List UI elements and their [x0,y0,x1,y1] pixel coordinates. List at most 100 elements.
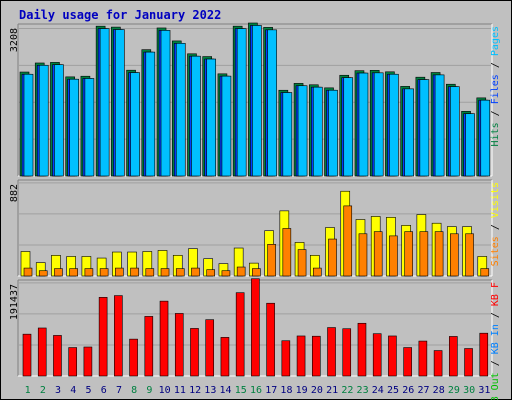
legend-item-top: / [490,62,501,74]
bar-pages-28 [434,74,445,177]
day-label-16: 16 [250,385,262,396]
bar-pages-31 [480,99,491,177]
bar-sites-18 [282,228,292,277]
bar-pages-14 [221,75,232,177]
day-label-18: 18 [280,385,292,396]
bar-kbf-30 [464,348,473,377]
bar-kbf-28 [433,350,443,377]
bar-sites-11 [175,268,185,277]
bar-kbf-23 [357,322,367,377]
bar-kbf-25 [388,335,397,377]
bar-kbf-3 [53,335,62,377]
legend-item-bottom: KB F [490,282,501,312]
bar-sites-5 [84,268,94,277]
bar-sites-2 [38,270,48,277]
day-label-29: 29 [448,385,460,396]
bar-kbf-19 [296,335,306,377]
day-label-4: 4 [70,385,76,396]
legend-middle: Sites / Visits [490,182,501,266]
bar-sites-16 [252,268,261,277]
bar-kbf-5 [83,346,93,377]
bar-sites-1 [23,267,33,277]
bar-pages-22 [343,77,354,177]
bar-pages-11 [175,43,186,177]
day-label-21: 21 [326,385,338,396]
bar-pages-12 [191,55,201,177]
legend-item-middle: Visits [490,182,501,224]
day-label-17: 17 [265,385,277,396]
bar-sites-8 [130,267,139,277]
bar-sites-7 [115,267,124,277]
day-label-27: 27 [417,385,429,396]
day-label-31: 31 [478,385,490,396]
day-label-13: 13 [204,385,216,396]
day-label-6: 6 [101,385,107,396]
bar-kbf-26 [403,347,412,377]
bar-sites-12 [191,267,200,277]
bar-pages-26 [404,88,414,177]
legend-item-bottom: / [490,360,501,372]
bar-pages-9 [145,51,156,177]
bar-kbf-1 [22,333,32,377]
bar-sites-14 [221,270,231,277]
legend-item-middle: / [490,224,501,236]
bar-pages-3 [54,64,64,177]
bar-pages-17 [267,29,277,177]
bar-pages-2 [38,64,49,177]
bar-kbf-15 [235,292,245,377]
bar-pages-20 [312,86,323,177]
bar-kbf-27 [418,340,428,377]
bar-sites-9 [145,268,155,277]
bar-pages-24 [373,72,384,177]
bar-kbf-7 [114,295,123,377]
bar-sites-22 [343,205,353,277]
bar-pages-16 [252,25,262,177]
bar-sites-6 [99,268,109,277]
bar-kbf-2 [37,327,47,377]
bar-sites-30 [465,233,474,277]
bar-kbf-16 [251,278,260,377]
bar-pages-5 [84,78,95,177]
day-label-1: 1 [25,385,31,396]
bar-pages-27 [419,79,430,177]
bar-sites-25 [389,235,398,277]
legend-item-bottom: / [490,312,501,324]
bar-pages-18 [282,92,293,177]
bar-sites-3 [54,268,63,277]
day-label-28: 28 [433,385,445,396]
day-label-23: 23 [357,385,369,396]
panel-middle: 882 Sites / Visits [9,179,501,277]
legend-item-bottom: KB Out [490,372,501,400]
bar-sites-19 [297,249,307,277]
ymax-label-top: 3208 [9,28,20,52]
bar-pages-6 [99,28,110,177]
bar-sites-29 [450,233,459,277]
ymax-label-middle: 882 [9,184,20,202]
bar-sites-27 [419,231,429,277]
bar-pages-23 [358,72,369,177]
legend-bottom: KB Out / KB In / KB F [490,282,501,400]
bar-kbf-6 [98,297,108,377]
bar-pages-21 [328,89,338,177]
day-label-20: 20 [311,385,323,396]
bar-pages-13 [206,58,217,177]
legend-top: Hits / Files / Pages [490,26,501,146]
bar-kbf-20 [311,335,321,377]
bar-sites-26 [404,231,413,277]
bar-kbf-29 [449,336,458,377]
bar-sites-4 [69,268,78,277]
bar-pages-25 [389,73,399,177]
ymax-label-bottom: 191437 [9,284,20,320]
legend-item-top: / [490,110,501,122]
day-label-30: 30 [463,385,475,396]
panel-bottom: 191437 KB Out / KB In / KB F [9,278,501,400]
legend-item-top: Hits [490,122,501,146]
bar-sites-23 [358,233,368,277]
day-label-5: 5 [86,385,92,396]
day-label-10: 10 [159,385,171,396]
bar-sites-20 [312,267,322,277]
day-label-9: 9 [146,385,152,396]
bar-pages-10 [160,30,171,177]
bar-sites-24 [373,231,383,277]
